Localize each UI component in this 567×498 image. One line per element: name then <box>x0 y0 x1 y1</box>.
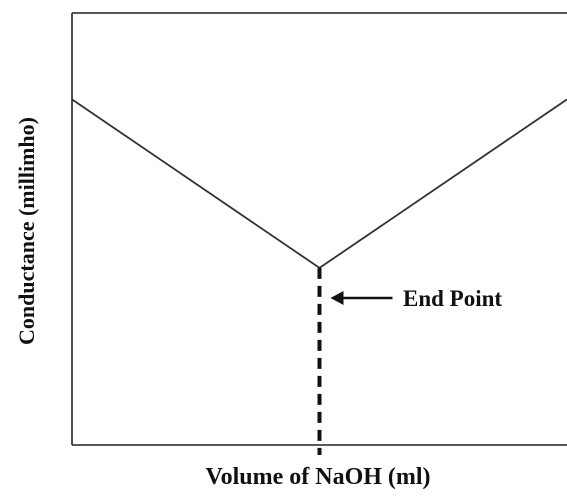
end-point-arrow-icon <box>330 291 344 305</box>
x-axis-label: Volume of NaOH (ml) <box>205 464 430 490</box>
plot-area: End Point <box>71 12 567 455</box>
end-point-annotation: End Point <box>330 286 502 311</box>
y-axis-label: Conductance (millimho) <box>14 117 39 345</box>
end-point-label: End Point <box>403 286 502 311</box>
conductance-curve <box>71 98 567 269</box>
